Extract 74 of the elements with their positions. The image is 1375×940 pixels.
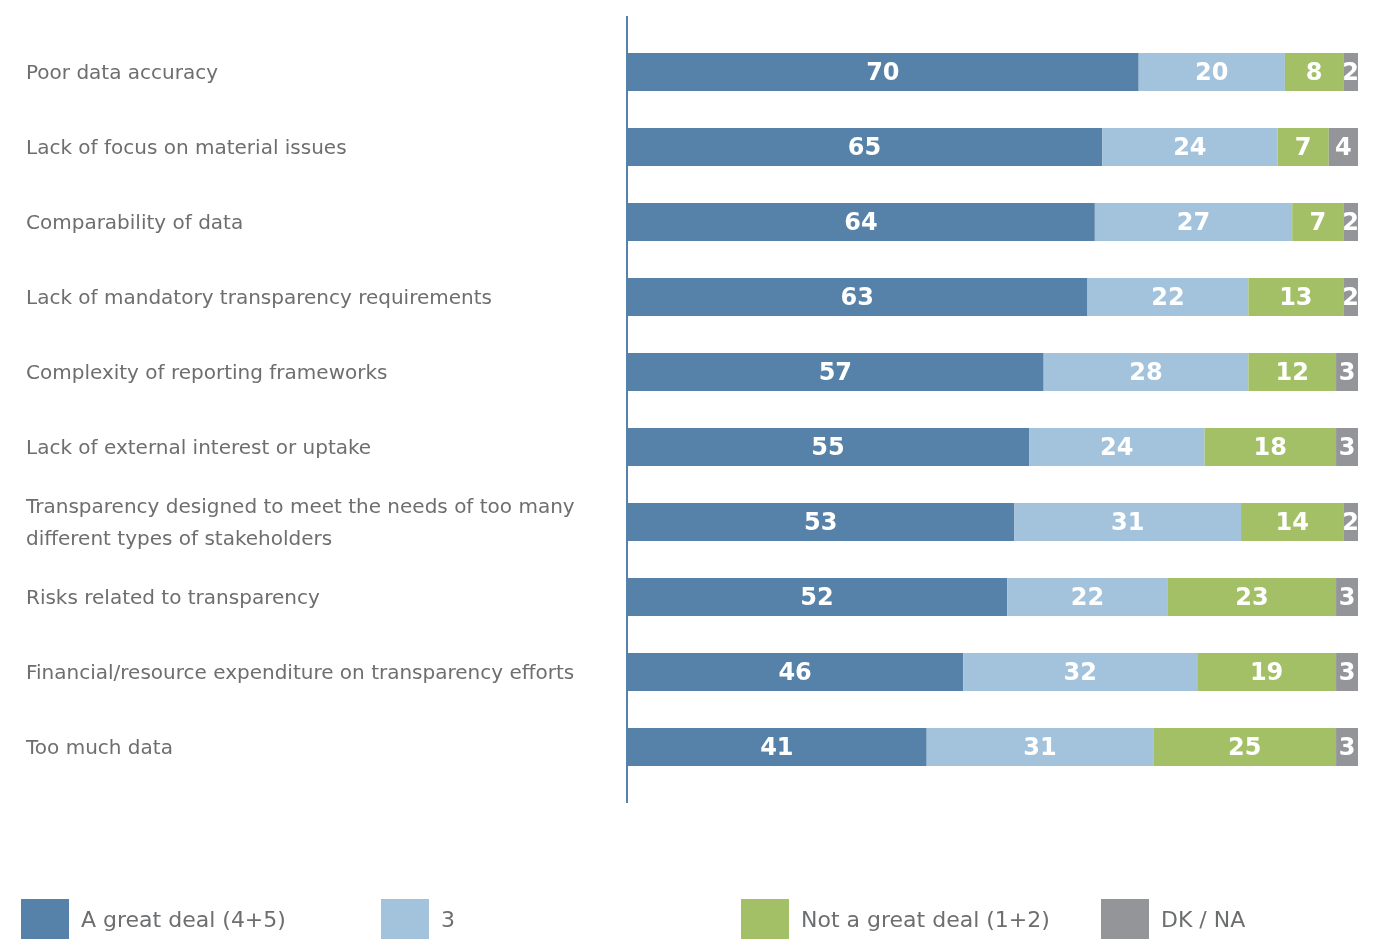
legend-label: Not a great deal (1+2) (801, 907, 1050, 932)
bar (963, 653, 1198, 691)
y-tick-label: Risks related to transparency (26, 585, 320, 609)
bar (1167, 578, 1337, 616)
y-tick-label: Transparency designed to meet the needs of too many different types of stakeholders (25, 494, 575, 550)
y-tick-label: Financial/resource expenditure on transparency efforts (26, 660, 575, 684)
bar (1138, 53, 1285, 91)
data-label: 31 (1023, 733, 1057, 761)
data-label: 32 (1063, 658, 1097, 686)
bar (1241, 503, 1344, 541)
bar (1007, 578, 1168, 616)
data-label: 57 (818, 358, 853, 386)
data-label: 28 (1129, 358, 1163, 386)
legend-label: DK / NA (1161, 907, 1246, 932)
data-label: 2 (1342, 58, 1360, 86)
data-label: 52 (800, 583, 834, 611)
data-label: 25 (1227, 733, 1262, 761)
data-label: 18 (1253, 433, 1287, 461)
bar (1204, 428, 1337, 466)
legend-label: A great deal (4+5) (81, 907, 286, 932)
bar (1292, 203, 1344, 241)
data-label: 3 (1338, 358, 1356, 386)
data-label: 27 (1176, 208, 1211, 236)
data-label: 70 (866, 58, 900, 86)
data-label: 3 (1338, 583, 1356, 611)
data-label: 23 (1235, 583, 1269, 611)
data-label: 46 (778, 658, 812, 686)
y-tick-label: Lack of focus on material issues (26, 135, 347, 159)
data-label: 12 (1275, 358, 1309, 386)
bar (1102, 128, 1278, 166)
data-label: 24 (1100, 433, 1134, 461)
data-label: 4 (1335, 133, 1352, 161)
data-label: 8 (1305, 58, 1323, 86)
data-label: 7 (1309, 208, 1327, 236)
legend-label: 3 (441, 907, 455, 932)
bar (1277, 128, 1329, 166)
bar (1094, 203, 1293, 241)
bar (1153, 728, 1337, 766)
data-label: 31 (1111, 508, 1145, 536)
data-label: 64 (844, 208, 878, 236)
data-label: 22 (1151, 283, 1185, 311)
bar (1197, 653, 1337, 691)
y-tick-label: Complexity of reporting frameworks (26, 360, 388, 384)
data-label: 2 (1342, 208, 1360, 236)
data-label: 41 (760, 733, 794, 761)
data-label: 3 (1338, 433, 1356, 461)
data-label: 3 (1338, 658, 1356, 686)
data-label: 22 (1070, 583, 1105, 611)
data-label: 53 (804, 508, 838, 536)
data-label: 63 (840, 283, 874, 311)
bar (1029, 428, 1205, 466)
data-label: 13 (1279, 283, 1313, 311)
data-label: 65 (847, 133, 882, 161)
bar (1087, 278, 1249, 316)
data-label: 7 (1294, 133, 1312, 161)
bar (1043, 353, 1249, 391)
data-label: 24 (1173, 133, 1207, 161)
data-label: 2 (1342, 283, 1360, 311)
bar (1014, 503, 1242, 541)
y-tick-label: Lack of mandatory transparency requirements (26, 285, 492, 309)
y-tick-label: Comparability of data (26, 210, 244, 234)
y-tick-label: Lack of external interest or uptake (26, 435, 372, 459)
data-label: 2 (1342, 508, 1360, 536)
data-label: 3 (1338, 733, 1356, 761)
data-label: 55 (811, 433, 845, 461)
data-label: 14 (1275, 508, 1309, 536)
data-label: 19 (1249, 658, 1284, 686)
bar (926, 728, 1154, 766)
bar (1248, 278, 1344, 316)
data-label: 20 (1195, 58, 1229, 86)
bar (1248, 353, 1337, 391)
y-tick-label: Too much data (25, 735, 173, 759)
y-tick-label: Poor data accuracy (26, 60, 219, 84)
bar (1284, 53, 1344, 91)
